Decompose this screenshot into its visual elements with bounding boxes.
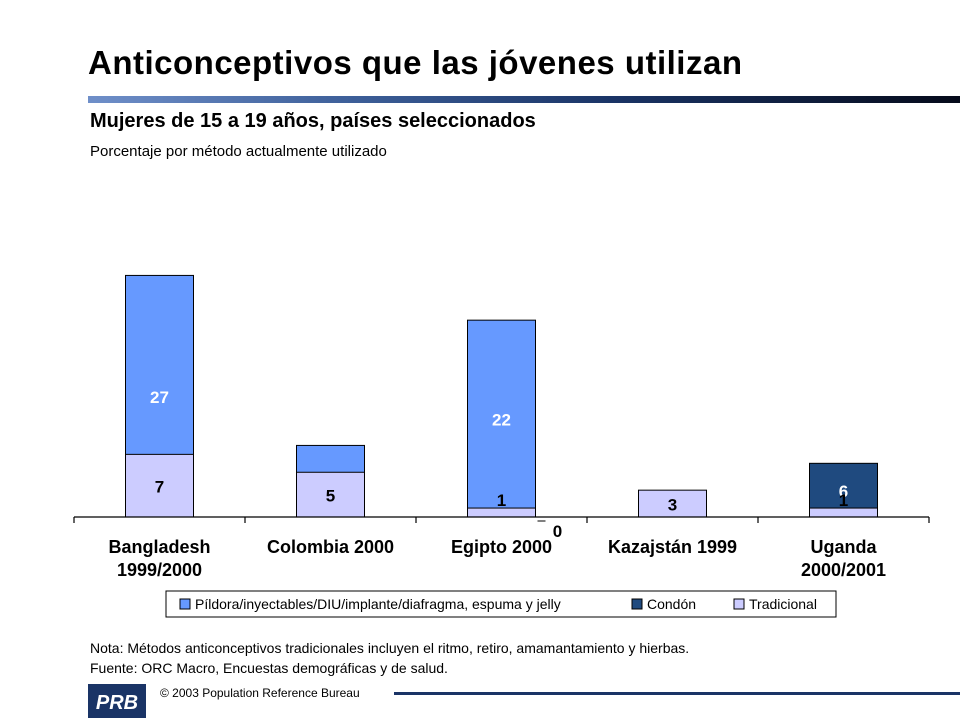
bar-segment <box>125 453 194 518</box>
legend-label: Píldora/inyectables/DIU/implante/diafrag… <box>195 596 561 612</box>
category-label: Egipto 2000 <box>451 537 552 557</box>
data-label: 6 <box>839 482 848 501</box>
stacked-bar-chart: 27478452201223261 Bangladesh1999/2000Col… <box>73 274 930 618</box>
data-label: 5 <box>326 487 335 506</box>
data-label: 1 <box>497 491 506 510</box>
legend-swatch <box>179 598 191 610</box>
logo-text: PRB <box>96 692 138 714</box>
data-label: 3 <box>668 496 677 515</box>
prb-logo: PRB <box>88 684 146 718</box>
bars-group: 27478452201223261 <box>125 274 878 541</box>
unit-label: Porcentaje por método actualmente utiliz… <box>90 143 387 160</box>
data-label: 27 <box>150 388 169 407</box>
chart-subtitle: Mujeres de 15 a 19 años, países seleccio… <box>90 110 536 132</box>
page-title: Anticonceptivos que las jóvenes utilizan <box>88 44 743 81</box>
category-labels: Bangladesh 1999/2000 Colombia 2000 Egipto 2… <box>108 537 886 580</box>
footer-rule <box>394 692 960 695</box>
legend-label: Condón <box>647 596 696 612</box>
copyright: © 2003 Population Reference Bureau <box>160 686 360 700</box>
bar-segment <box>638 489 707 518</box>
data-label: 22 <box>492 411 511 430</box>
category-label: Bangladesh <box>108 537 210 557</box>
note-text: Nota: Métodos anticonceptivos tradiciona… <box>90 640 690 656</box>
category-label: 1999/2000 <box>117 560 202 580</box>
legend: Píldora/inyectables/DIU/implante/diafrag… <box>165 590 837 618</box>
category-label: 2000/2001 <box>801 560 886 580</box>
notes: Nota: Métodos anticonceptivos tradiciona… <box>90 638 689 678</box>
legend-label: Tradicional <box>749 596 817 612</box>
source-text: Fuente: ORC Macro, Encuestas demográfica… <box>90 660 448 676</box>
data-label: 0 <box>553 522 562 541</box>
category-label: Colombia 2000 <box>267 537 394 557</box>
legend-swatch <box>733 598 745 610</box>
data-label: 1 <box>839 491 848 510</box>
x-axis <box>73 516 930 523</box>
legend-swatch <box>631 598 643 610</box>
category-label: Kazajstán 1999 <box>608 537 737 557</box>
data-label: 7 <box>155 478 164 497</box>
title-rule <box>88 96 960 103</box>
category-label: Uganda <box>810 537 877 557</box>
legend-box <box>165 590 837 618</box>
